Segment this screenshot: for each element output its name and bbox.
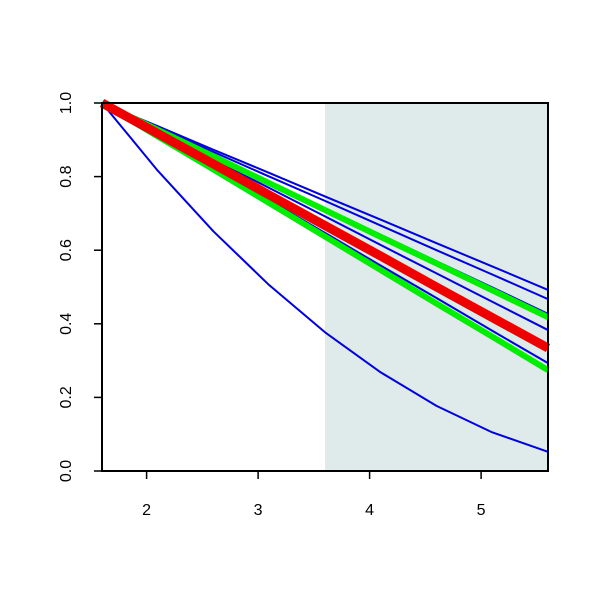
y-tick-label: 0.8 xyxy=(58,165,75,187)
plot-frame xyxy=(101,102,549,472)
x-tick-label: 3 xyxy=(254,502,263,519)
x-tick-label: 2 xyxy=(142,502,151,519)
x-tick-label: 4 xyxy=(365,502,374,519)
y-tick-label: 0.0 xyxy=(58,460,75,482)
y-tick-label: 0.2 xyxy=(58,386,75,408)
line xyxy=(101,102,549,453)
y-tick-label: 0.6 xyxy=(58,239,75,261)
line xyxy=(101,102,549,291)
x-tick-label: 5 xyxy=(477,502,486,519)
y-tick-label: 0.4 xyxy=(58,313,75,335)
line xyxy=(99,99,551,353)
y-tick-label: 1.0 xyxy=(58,92,75,114)
